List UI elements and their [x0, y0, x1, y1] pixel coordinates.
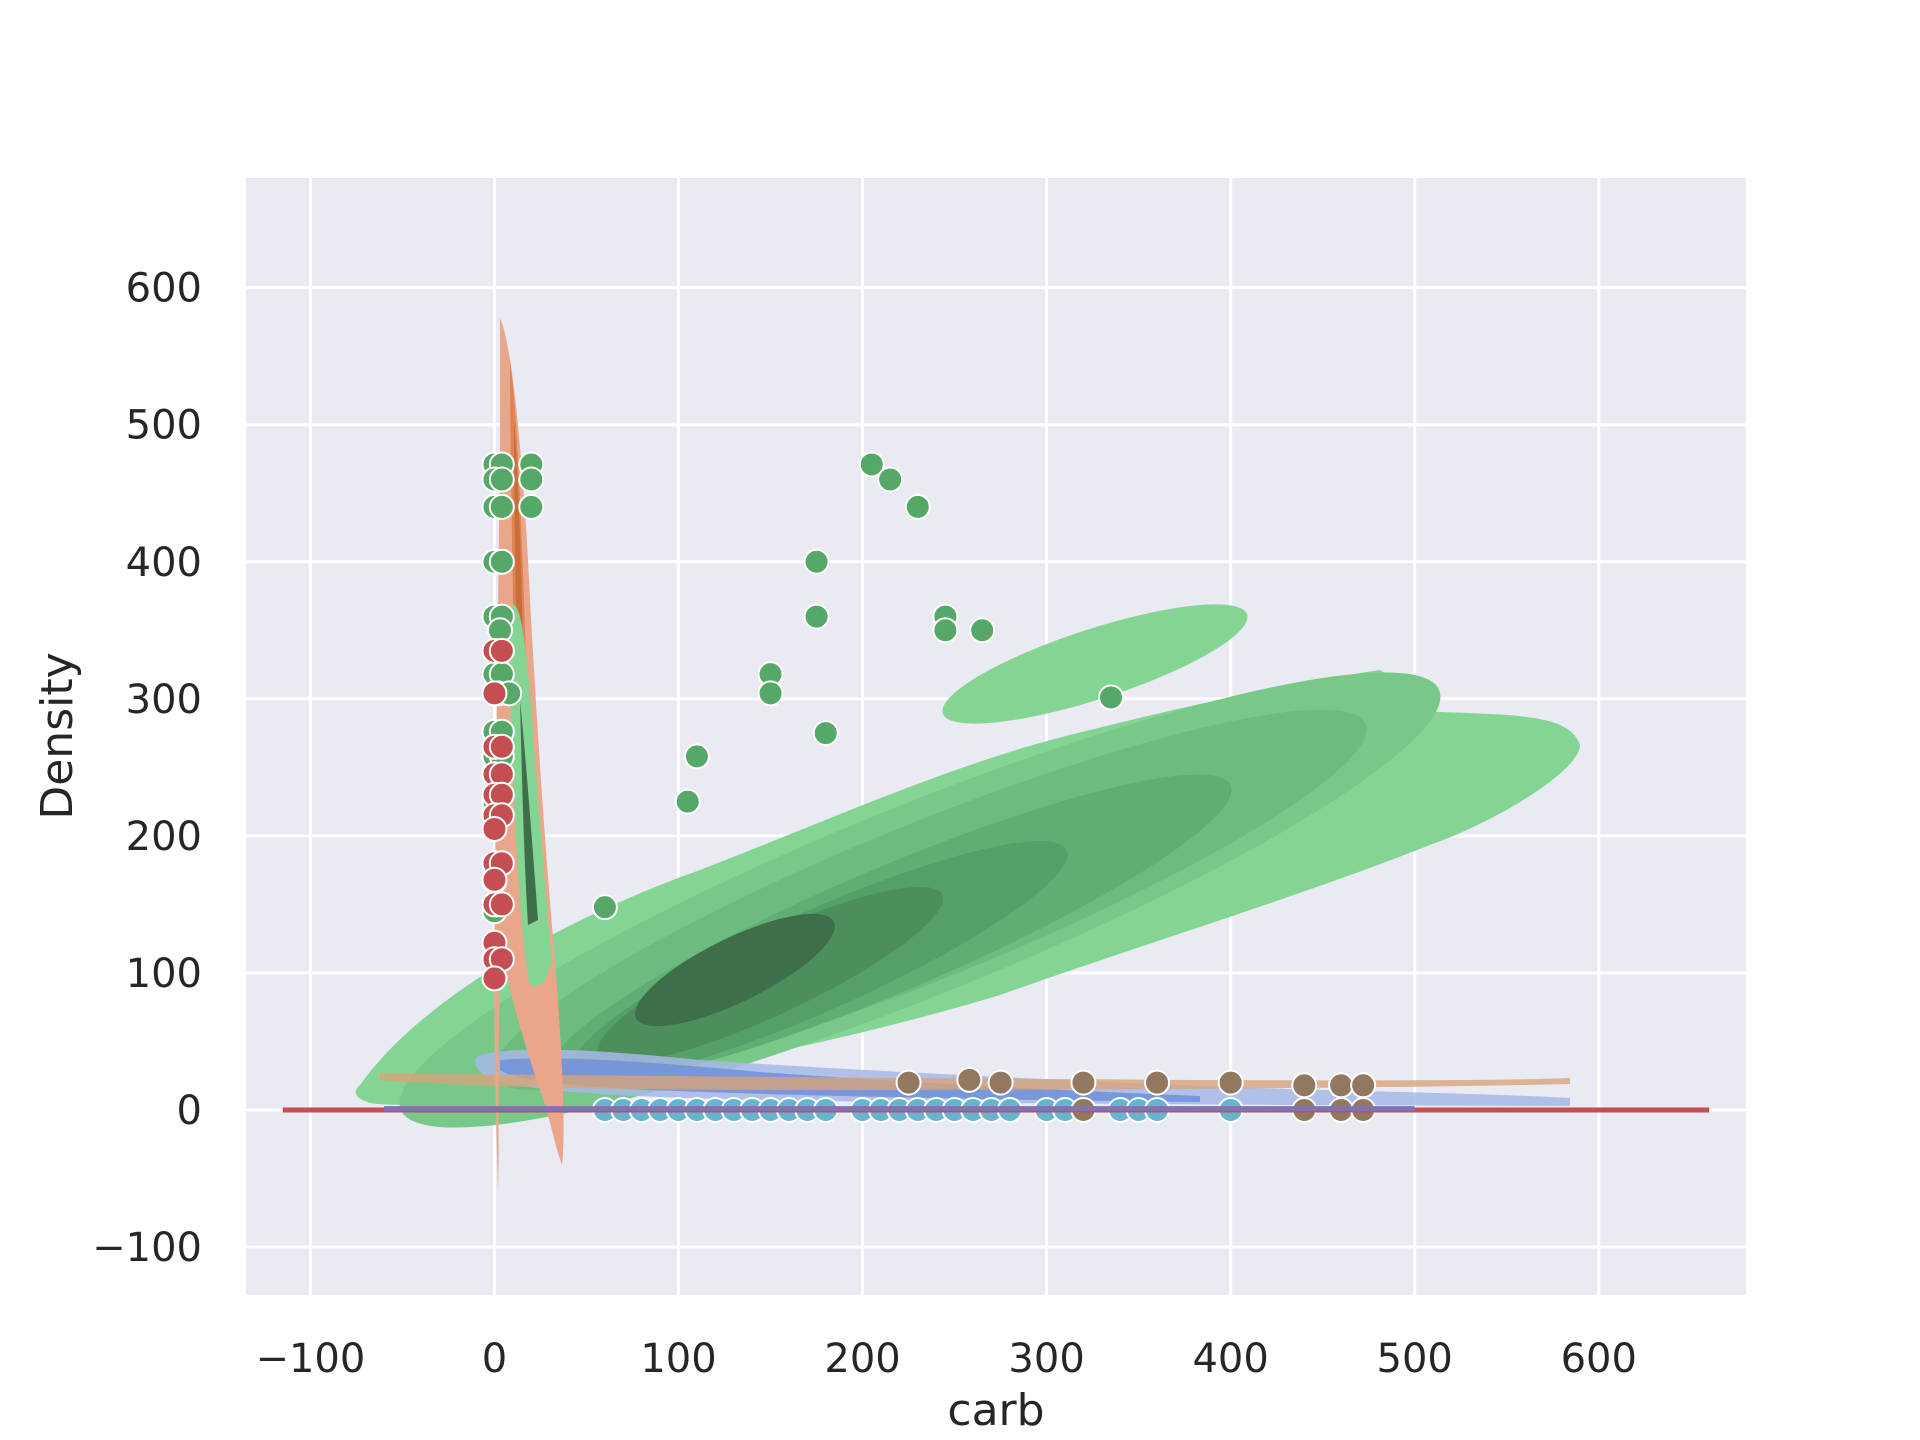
scatter-point [803, 603, 830, 630]
scatter-point [877, 466, 904, 493]
x-tick-label: 500 [1377, 1336, 1453, 1382]
y-tick-label: 100 [126, 951, 202, 997]
y-tick-label: 200 [126, 814, 202, 860]
x-tick-label: 0 [482, 1336, 507, 1382]
scatter-point [757, 680, 784, 707]
x-tick-label: 600 [1561, 1336, 1637, 1382]
y-tick-labels: −100 0 100 200 300 400 500 600 [92, 266, 202, 1271]
scatter-point [481, 965, 508, 992]
scatter-point [1070, 1069, 1097, 1096]
scatter-point [488, 466, 515, 493]
scatter-point [1217, 1069, 1244, 1096]
scatter-point [518, 466, 545, 493]
scatter-point [1291, 1072, 1318, 1099]
x-tick-label: −100 [255, 1336, 365, 1382]
scatter-point [488, 637, 515, 664]
scatter-point [987, 1069, 1014, 1096]
scatter-point [674, 788, 701, 815]
scatter-point [969, 617, 996, 644]
y-tick-label: 300 [126, 677, 202, 723]
green-kde-upper-island [942, 604, 1248, 724]
x-tick-label: 100 [640, 1336, 716, 1382]
scatter-point [1144, 1069, 1171, 1096]
scatter-point [488, 733, 515, 760]
scatter-point [683, 743, 710, 770]
scatter-point [591, 894, 618, 921]
scatter-point [488, 493, 515, 520]
scatter-points [481, 451, 1377, 1123]
x-tick-label: 200 [824, 1336, 900, 1382]
x-tick-labels: −100 0 100 200 300 400 500 600 [255, 1336, 1636, 1382]
scatter-point [1328, 1072, 1355, 1099]
y-tick-label: 400 [126, 540, 202, 586]
green-kde-level-7 [635, 913, 835, 1027]
scatter-point [858, 451, 885, 478]
green-kde-contours [355, 604, 1580, 1128]
scatter-point [488, 548, 515, 575]
y-tick-label: −100 [92, 1225, 202, 1271]
green-spike-outer [509, 604, 552, 987]
y-tick-label: 600 [126, 266, 202, 312]
scatter-point [481, 816, 508, 843]
scatter-point [481, 866, 508, 893]
x-axis-label: carb [947, 1385, 1044, 1436]
scatter-point [904, 493, 931, 520]
scatter-point [956, 1066, 983, 1093]
x-tick-label: 300 [1008, 1336, 1084, 1382]
scatter-point [1098, 684, 1125, 711]
scatter-point [812, 720, 839, 747]
y-tick-label: 0 [177, 1088, 202, 1134]
green-kde-spike [509, 604, 552, 987]
green-spike-inner [520, 700, 538, 925]
scatter-point [895, 1069, 922, 1096]
scatter-point [1350, 1072, 1377, 1099]
scatter-point [518, 493, 545, 520]
scatter-point [932, 617, 959, 644]
x-tick-label: 400 [1192, 1336, 1268, 1382]
scatter-point [481, 680, 508, 707]
scatter-point [488, 891, 515, 918]
scatter-point [803, 548, 830, 575]
y-axis-label: Density [32, 652, 83, 819]
series-lines [282, 1106, 1710, 1113]
y-tick-label: 500 [126, 403, 202, 449]
